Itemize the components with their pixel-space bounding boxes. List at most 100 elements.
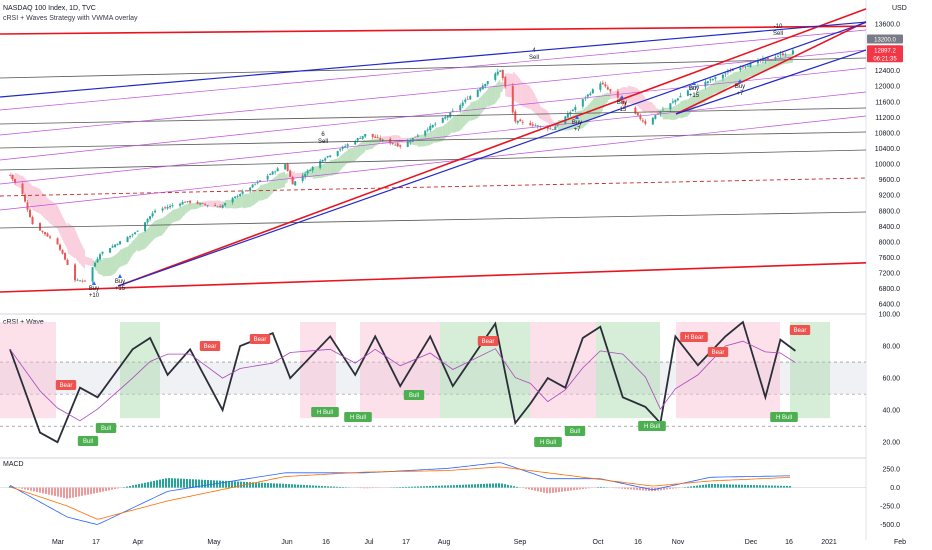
macd-histogram-bar (567, 487, 570, 491)
vwma-band-segment (257, 186, 261, 202)
time-tick-label: 16 (785, 539, 793, 546)
candle-body (99, 254, 102, 260)
macd-histogram-bar (54, 487, 57, 496)
candle-body (119, 241, 122, 245)
macd-histogram-bar (549, 487, 552, 494)
vwma-band-segment (275, 174, 278, 191)
macd-histogram-bar (303, 484, 306, 488)
candle-body (484, 83, 487, 87)
candle-body (486, 81, 489, 84)
vwma-band-segment (80, 241, 83, 268)
macd-histogram-bar (279, 483, 282, 488)
annotation-buy-label: Buy (89, 286, 99, 292)
crsi-bull-tag-label: H Bull (540, 440, 556, 446)
candle-body (381, 139, 384, 141)
vwma-band-segment (750, 64, 758, 77)
candle-body (66, 259, 69, 265)
time-tick-label: Aug (438, 539, 451, 546)
vwma-band-segment (602, 92, 606, 109)
macd-histogram-bar (489, 483, 492, 488)
vwma-band-segment (137, 231, 146, 252)
macd-histogram-bar (180, 478, 183, 488)
vwma-band-segment (522, 83, 531, 110)
candle-body (109, 248, 112, 253)
vwma-band-segment (120, 246, 128, 268)
macd-histogram-bar (711, 483, 714, 488)
crsi-bear-tag (680, 332, 708, 342)
vwma-band-segment (360, 141, 363, 156)
macd-histogram-bar (207, 480, 210, 488)
fan-line-violet (0, 67, 867, 161)
macd-histogram-bar (657, 487, 660, 491)
macd-histogram-bar (132, 485, 135, 488)
crsi-bull-tag-label: Bull (409, 393, 419, 399)
candle-body (329, 155, 332, 157)
macd-histogram-bar (408, 486, 411, 488)
trendline-red (675, 20, 867, 115)
buy-arrow-icon (620, 95, 624, 99)
candle-body (519, 119, 522, 122)
macd-histogram-bar (582, 487, 585, 490)
macd-histogram-bar (765, 485, 768, 488)
candle-body (661, 109, 664, 111)
candle-body (131, 234, 134, 236)
vwma-band-segment (252, 190, 256, 206)
vwma-band-segment (267, 180, 271, 199)
candle-body (449, 112, 452, 118)
vwma-band-segment (67, 222, 76, 259)
candle-body (431, 124, 434, 128)
macd-histogram-bar (288, 484, 291, 488)
annotation-buy-value: +15 (115, 286, 126, 292)
vwma-band-segment (730, 73, 733, 86)
macd-histogram-bar (141, 483, 144, 488)
candle-body (704, 81, 707, 87)
macd-histogram-bar (105, 487, 108, 491)
crsi-bull-tag-label: Bull (570, 429, 580, 435)
macd-histogram-bar (747, 484, 750, 488)
annotation-sell-label: -10 (774, 24, 783, 30)
trendline-blue (675, 49, 867, 115)
macd-histogram-bar (99, 487, 102, 493)
vwma-band-segment (110, 256, 113, 277)
vwma-band-segment (82, 246, 86, 270)
vwma-band-segment (707, 84, 711, 100)
macd-histogram-bar (285, 483, 288, 488)
candle-body (251, 184, 254, 188)
symbol-title[interactable]: NASDAQ 100 Index, 1D, TVC (3, 5, 96, 12)
vwma-band-segment (452, 113, 461, 134)
candle-body (149, 216, 152, 220)
macd-tick-label: 250.0 (882, 467, 900, 474)
macd-histogram-bar (57, 487, 60, 497)
candle-body (14, 179, 17, 183)
macd-histogram-bar (447, 485, 450, 488)
crsi-shade (530, 322, 596, 419)
crsi-bear-tag-label: Bear (254, 337, 267, 343)
macd-histogram-bar (81, 487, 84, 496)
time-tick-label: 17 (402, 539, 410, 546)
macd-histogram-bar (168, 478, 171, 488)
vwma-band-segment (680, 99, 688, 119)
vwma-band-segment (517, 76, 521, 105)
macd-pane-title: MACD (3, 461, 24, 468)
vwma-band-segment (250, 191, 253, 208)
macd-histogram-bar (693, 486, 696, 488)
vwma-band-segment (272, 176, 276, 193)
macd-histogram-bar (216, 480, 219, 488)
macd-histogram-bar (264, 482, 267, 488)
candle-body (641, 120, 644, 122)
vwma-band-segment (150, 223, 153, 244)
macd-histogram-bar (150, 481, 153, 488)
macd-histogram-bar (450, 485, 453, 488)
candle-body (336, 151, 339, 156)
price-tag-label: 12897.2 (874, 48, 896, 54)
candle-body (196, 201, 199, 204)
macd-histogram-bar (78, 487, 81, 497)
crsi-bull-tag (564, 426, 586, 436)
candle-body (231, 197, 234, 203)
vwma-band-segment (155, 217, 163, 238)
vwma-band-segment (435, 126, 443, 143)
time-tick-label: 2021 (821, 539, 837, 546)
vwma-band-segment (495, 82, 498, 104)
annotation-buy-value: +15 (689, 93, 700, 99)
